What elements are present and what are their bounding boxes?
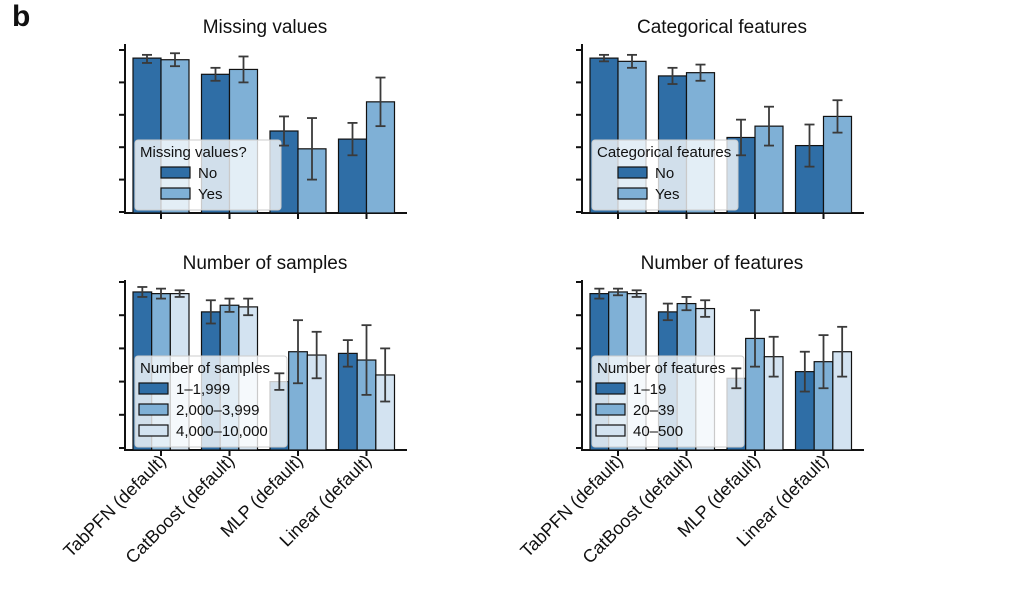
legend-title: Missing values? <box>140 144 247 161</box>
chart-2: Categorical features Categorical features… <box>576 17 864 219</box>
legend-label: 20–39 <box>633 402 675 419</box>
panel-label: b <box>12 0 31 33</box>
legend-box <box>591 355 745 448</box>
legend-swatch <box>595 403 626 416</box>
legend-label: Yes <box>198 186 222 203</box>
chart-title: Missing values <box>203 17 328 38</box>
legend-swatch <box>138 424 169 437</box>
legend-label: No <box>655 165 674 182</box>
legend-label: 1–19 <box>633 381 666 398</box>
legend-box <box>134 355 288 448</box>
legend-swatch <box>160 166 191 179</box>
legend-title: Number of samples <box>140 360 270 377</box>
legend-label: Yes <box>655 186 679 203</box>
chart-1: Missing values Missing values? No Yes <box>119 17 407 219</box>
chart-3: Number of samples Number of samples 1–1,99… <box>59 253 407 567</box>
legend-label: 4,000–10,000 <box>176 423 268 440</box>
legend-label: 2,000–3,999 <box>176 402 259 419</box>
chart-title: Number of samples <box>183 253 348 274</box>
legend-swatch <box>617 166 648 179</box>
bar <box>337 352 358 451</box>
legend-label: No <box>198 165 217 182</box>
legend-swatch <box>595 382 626 395</box>
legend-swatch <box>617 187 648 200</box>
chart-title: Categorical features <box>637 17 807 38</box>
legend-swatch <box>138 403 169 416</box>
chart-4: Number of features Number of features 1–19… <box>516 253 864 567</box>
legend-swatch <box>160 187 191 200</box>
chart-title: Number of features <box>641 253 804 274</box>
legend-label: 40–500 <box>633 423 683 440</box>
legend-swatch <box>595 424 626 437</box>
legend-title: Number of features <box>597 360 725 377</box>
legend-title: Categorical features <box>597 144 731 161</box>
legend-swatch <box>138 382 169 395</box>
legend-label: 1–1,999 <box>176 381 230 398</box>
